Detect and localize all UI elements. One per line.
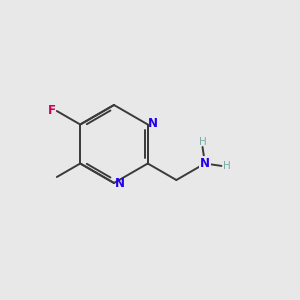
Text: N: N: [148, 117, 158, 130]
Text: H: H: [199, 136, 206, 147]
Text: F: F: [47, 103, 56, 117]
Text: H: H: [223, 161, 231, 171]
Text: N: N: [200, 157, 210, 170]
Text: N: N: [114, 177, 124, 190]
